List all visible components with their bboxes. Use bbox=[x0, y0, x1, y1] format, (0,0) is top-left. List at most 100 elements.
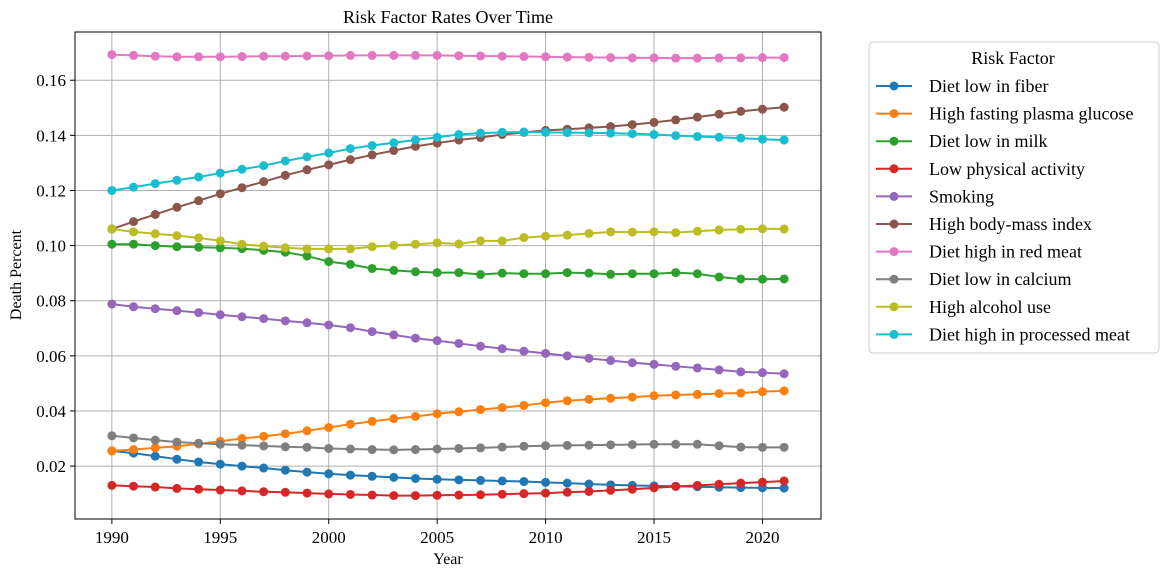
data-point bbox=[671, 361, 681, 371]
legend-swatch-marker bbox=[889, 191, 899, 201]
y-tick-label: 0.06 bbox=[36, 347, 66, 366]
data-point bbox=[107, 185, 117, 195]
legend-swatch-marker bbox=[889, 302, 899, 312]
data-point bbox=[367, 327, 377, 337]
data-point bbox=[367, 445, 377, 455]
data-point bbox=[237, 239, 247, 249]
data-point bbox=[562, 487, 572, 497]
x-tick-label: 2020 bbox=[745, 528, 779, 547]
data-point bbox=[129, 182, 139, 192]
data-point bbox=[671, 390, 681, 400]
data-point bbox=[324, 51, 334, 61]
data-point bbox=[389, 445, 399, 455]
legend-item: Low physical activity bbox=[876, 159, 1085, 179]
data-point bbox=[259, 431, 269, 441]
data-point bbox=[541, 231, 551, 241]
data-point bbox=[671, 439, 681, 449]
data-point bbox=[779, 369, 789, 379]
x-tick-label: 1990 bbox=[95, 528, 129, 547]
data-point bbox=[779, 102, 789, 112]
data-point bbox=[150, 179, 160, 189]
data-point bbox=[280, 487, 290, 497]
data-point bbox=[562, 52, 572, 62]
series-2 bbox=[107, 386, 789, 456]
data-point bbox=[476, 236, 486, 246]
data-point bbox=[606, 440, 616, 450]
data-point bbox=[302, 51, 312, 61]
data-point bbox=[432, 336, 442, 346]
data-point bbox=[736, 478, 746, 488]
data-point bbox=[280, 156, 290, 166]
data-point bbox=[714, 132, 724, 142]
data-point bbox=[476, 490, 486, 500]
data-point bbox=[150, 451, 160, 461]
data-point bbox=[432, 238, 442, 248]
data-point bbox=[627, 129, 637, 139]
data-point bbox=[302, 152, 312, 162]
data-point bbox=[562, 396, 572, 406]
legend-item: High body-mass index bbox=[876, 214, 1092, 234]
data-point bbox=[194, 196, 204, 206]
data-point bbox=[454, 268, 464, 278]
data-point bbox=[757, 368, 767, 378]
data-point bbox=[714, 365, 724, 375]
data-point bbox=[562, 351, 572, 361]
data-point bbox=[584, 394, 594, 404]
data-point bbox=[389, 138, 399, 148]
data-point bbox=[454, 443, 464, 453]
data-point bbox=[194, 233, 204, 243]
x-axis-label: Year bbox=[433, 551, 463, 568]
data-point bbox=[671, 481, 681, 491]
data-point bbox=[215, 439, 225, 449]
data-point bbox=[432, 50, 442, 60]
data-point bbox=[345, 323, 355, 333]
data-point bbox=[389, 414, 399, 424]
y-tick-label: 0.02 bbox=[36, 457, 66, 476]
data-point bbox=[606, 393, 616, 403]
data-point bbox=[259, 241, 269, 251]
series-9 bbox=[107, 224, 789, 254]
y-tick-label: 0.16 bbox=[36, 71, 66, 90]
data-point bbox=[497, 51, 507, 61]
y-tick-label: 0.14 bbox=[36, 126, 66, 145]
data-point bbox=[541, 398, 551, 408]
data-point bbox=[302, 165, 312, 175]
data-point bbox=[150, 51, 160, 61]
data-point bbox=[584, 479, 594, 489]
data-point bbox=[150, 241, 160, 251]
data-point bbox=[757, 387, 767, 397]
data-point bbox=[541, 269, 551, 279]
data-point bbox=[107, 299, 117, 309]
data-point bbox=[324, 148, 334, 158]
data-point bbox=[324, 423, 334, 432]
data-point bbox=[389, 265, 399, 275]
data-point bbox=[562, 478, 572, 488]
legend-label: Diet low in milk bbox=[929, 131, 1048, 151]
data-point bbox=[432, 268, 442, 278]
axis-ticks: 1990 1995 2000 2005 2010 2015 2020 0.02 0.04 0.06… bbox=[36, 71, 779, 547]
data-point bbox=[215, 310, 225, 320]
series-8 bbox=[107, 431, 789, 455]
series-5 bbox=[107, 299, 789, 379]
legend-label: High body-mass index bbox=[929, 214, 1092, 234]
data-point bbox=[671, 115, 681, 125]
data-point bbox=[215, 485, 225, 495]
data-point bbox=[129, 481, 139, 491]
data-point bbox=[736, 53, 746, 63]
data-point bbox=[129, 302, 139, 312]
data-point bbox=[779, 224, 789, 234]
data-point bbox=[389, 330, 399, 340]
data-point bbox=[410, 239, 420, 249]
data-point bbox=[367, 150, 377, 160]
data-point bbox=[519, 477, 529, 487]
data-point bbox=[129, 239, 139, 249]
data-point bbox=[584, 268, 594, 278]
legend-swatch-marker bbox=[889, 329, 899, 339]
legend-frame bbox=[868, 41, 1160, 354]
data-point bbox=[172, 52, 182, 62]
data-point bbox=[606, 122, 616, 132]
data-point bbox=[779, 386, 789, 396]
data-point bbox=[107, 224, 117, 234]
data-point bbox=[649, 117, 659, 127]
